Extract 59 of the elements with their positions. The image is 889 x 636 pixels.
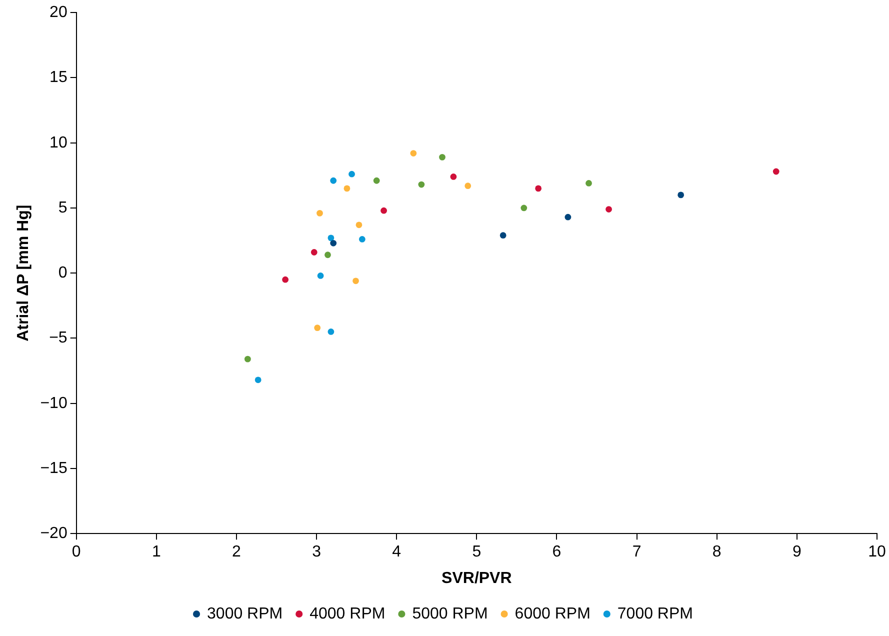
point [324, 252, 331, 258]
point [254, 376, 262, 384]
y-tick-label: 20 [50, 4, 68, 22]
x-tick-label: 3 [312, 544, 322, 561]
point [500, 232, 506, 239]
y-tick-label: −20 [40, 525, 68, 542]
point [535, 185, 542, 192]
x-tick-label: 1 [152, 544, 161, 561]
x-tick-label: 2 [232, 544, 242, 561]
y-tick-label: 0 [58, 264, 68, 282]
point [244, 356, 251, 362]
point [328, 328, 334, 335]
point [330, 240, 337, 246]
point [586, 180, 592, 186]
y-tick-label: 10 [50, 134, 68, 152]
point [348, 170, 355, 178]
point [358, 236, 366, 242]
y-tick-label: 15 [50, 69, 68, 86]
point [314, 324, 321, 332]
point [330, 177, 337, 184]
legend-label: 7000 RPM [617, 605, 693, 622]
x-tick-label: 7 [632, 544, 642, 561]
point [439, 154, 446, 160]
y-tick-label: −15 [40, 460, 68, 477]
point [356, 222, 362, 228]
point [373, 177, 380, 184]
y-tick-label: −5 [49, 330, 68, 347]
y-tick-label: 5 [58, 199, 68, 216]
point [310, 249, 318, 256]
point [282, 276, 289, 283]
x-tick-label: 4 [392, 544, 402, 561]
point [606, 206, 612, 212]
x-tick-label: 5 [472, 544, 482, 561]
point [317, 272, 324, 279]
point [418, 181, 425, 188]
point [678, 192, 684, 198]
point [410, 150, 417, 156]
x-tick-label: 6 [552, 544, 562, 561]
x-tick-label: 8 [712, 544, 722, 561]
x-tick-label: 0 [72, 544, 81, 561]
legend-label: 3000 RPM [207, 605, 283, 622]
point [328, 234, 334, 242]
y-tick-label: −10 [40, 394, 68, 412]
point [316, 210, 323, 216]
y-axis-title: Atrial ΔP [mm Hg] [15, 204, 32, 342]
point [564, 214, 572, 220]
point [464, 182, 472, 190]
point [344, 185, 350, 192]
point [772, 168, 780, 175]
point [450, 174, 457, 180]
legend-label: 4000 RPM [310, 605, 386, 622]
x-tick-label: 9 [792, 544, 802, 561]
x-axis-title: SVR/PVR [442, 570, 512, 587]
legend-label: 6000 RPM [514, 605, 590, 622]
x-tick-label: 10 [868, 544, 886, 561]
point [520, 204, 528, 212]
point [380, 207, 387, 214]
legend-label: 5000 RPM [412, 605, 488, 622]
point [352, 278, 359, 284]
